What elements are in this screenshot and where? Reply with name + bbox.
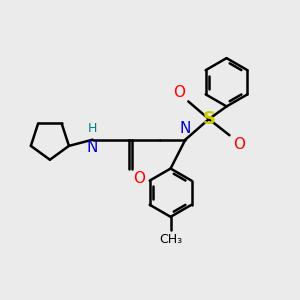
Text: N: N xyxy=(180,121,191,136)
Text: N: N xyxy=(87,140,98,155)
Text: H: H xyxy=(88,122,97,135)
Text: S: S xyxy=(202,110,215,128)
Text: CH₃: CH₃ xyxy=(159,233,182,246)
Text: O: O xyxy=(133,171,145,186)
Text: O: O xyxy=(233,137,245,152)
Text: O: O xyxy=(173,85,185,100)
